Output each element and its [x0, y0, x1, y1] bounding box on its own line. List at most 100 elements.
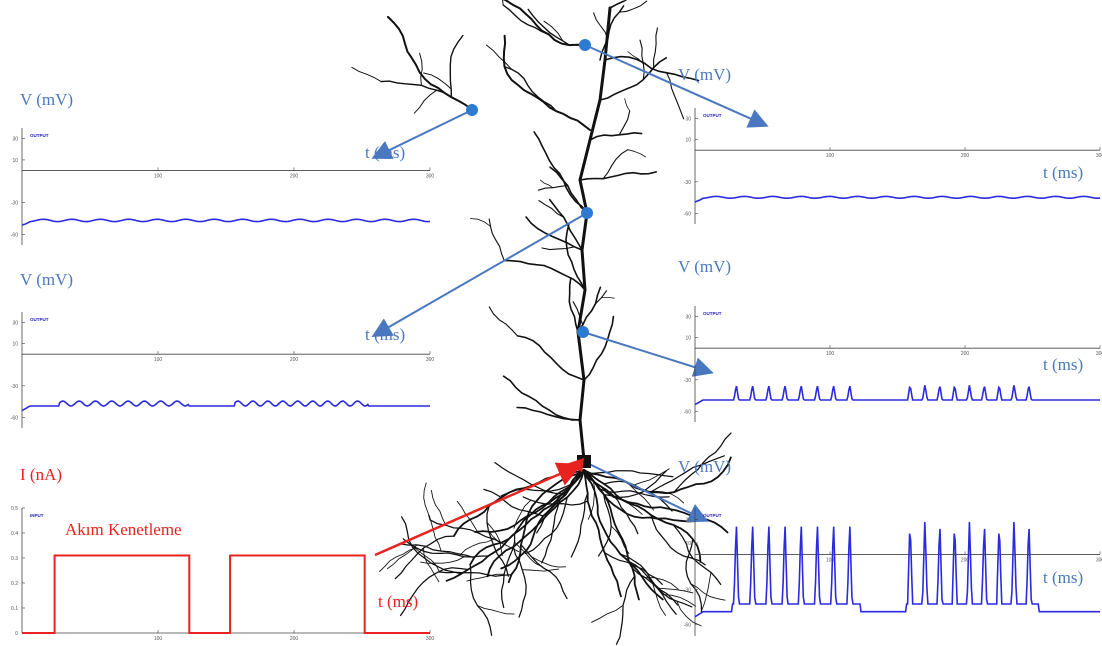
y-tick-label: 30	[685, 518, 691, 524]
x-tick-label: 300	[426, 357, 435, 363]
trace	[695, 522, 1100, 617]
neurite	[526, 217, 582, 250]
y-tick-label: 30	[685, 117, 691, 123]
arrow	[375, 213, 587, 335]
y-tick-label: 0.5	[11, 506, 18, 512]
neurite	[651, 515, 705, 565]
neurite	[691, 584, 725, 600]
neurite	[429, 515, 441, 551]
y-label: V (mV)	[678, 257, 731, 276]
x-label: t (ms)	[1043, 568, 1083, 587]
y-tick-label: -60	[684, 211, 691, 217]
y-tick-label: -30	[11, 200, 18, 206]
neurite	[584, 470, 700, 562]
x-tick-label: 100	[154, 174, 163, 180]
neurite	[625, 99, 630, 111]
neurite	[522, 569, 559, 571]
panel-tag: OUTPUT	[703, 311, 722, 316]
neurite	[414, 90, 437, 113]
x-label: t (ms)	[1043, 163, 1083, 182]
site	[581, 207, 593, 219]
x-tick-label: 100	[154, 357, 163, 363]
neurite	[610, 0, 660, 8]
y-tick-label: -30	[684, 587, 691, 593]
neurite	[569, 278, 578, 332]
neurite	[538, 186, 567, 191]
neurite	[600, 58, 666, 100]
neurite	[489, 219, 504, 260]
x-tick-label: 300	[1096, 558, 1102, 564]
y-tick-label: 0.3	[11, 556, 18, 562]
x-label: t (ms)	[378, 592, 418, 611]
x-tick-label: 200	[290, 636, 299, 642]
panel-tag: OUTPUT	[703, 513, 722, 518]
site	[466, 104, 478, 116]
annotation: Akım Kenetleme	[65, 520, 182, 539]
neurite	[640, 40, 644, 79]
neurite	[403, 539, 488, 557]
x-tick-label: 100	[154, 636, 163, 642]
x-tick-label: 100	[826, 351, 835, 357]
neurite	[504, 376, 580, 420]
y-tick-label: 10	[685, 138, 691, 144]
y-tick-label: 0.1	[11, 606, 18, 612]
neurite	[619, 111, 630, 135]
x-tick-label: 300	[426, 174, 435, 180]
panel-tag: OUTPUT	[30, 317, 49, 322]
x-tick-label: 300	[1096, 351, 1102, 357]
panel-tag: OUTPUT	[30, 133, 49, 138]
trace	[22, 401, 430, 411]
neurite	[420, 53, 423, 85]
y-tick-label: 0.4	[11, 531, 18, 537]
neurite	[504, 36, 590, 130]
y-tick-label: 0	[15, 631, 18, 637]
panel: I (nA)t (ms)Akım KenetlemeINPUT0.50.40.3…	[11, 465, 434, 642]
neurite	[702, 572, 711, 610]
y-label: V (mV)	[678, 457, 731, 476]
panel: V (mV)t (ms)OUTPUT3010-30-60100200300	[11, 270, 435, 428]
figure: V (mV)t (ms)OUTPUT3010-30-60100200300V (…	[0, 0, 1102, 646]
y-tick-label: 10	[685, 336, 691, 342]
neurite	[504, 67, 556, 112]
panel: V (mV)t (ms)OUTPUT3010-30-60100200300	[678, 457, 1102, 636]
y-tick-label: 0.2	[11, 581, 18, 587]
site	[577, 326, 589, 338]
neurite	[634, 469, 669, 485]
input-arrow	[375, 466, 578, 555]
neurite	[584, 470, 696, 522]
y-tick-label: -30	[11, 384, 18, 390]
site	[579, 39, 591, 51]
y-tick-label: 10	[12, 158, 18, 164]
y-label: V (mV)	[678, 65, 731, 84]
x-tick-label: 200	[290, 174, 299, 180]
neurite	[590, 133, 642, 140]
x-tick-label: 200	[961, 351, 970, 357]
neurite	[534, 132, 587, 213]
x-tick-label: 300	[426, 636, 435, 642]
neurite	[594, 13, 608, 39]
neurite	[602, 298, 615, 299]
y-label: V (mV)	[20, 90, 73, 109]
neurite	[628, 150, 646, 157]
recording-sites	[466, 39, 593, 338]
neurite	[502, 0, 503, 5]
neurite	[487, 45, 512, 69]
x-label: t (ms)	[365, 325, 405, 344]
neurite	[518, 336, 585, 380]
x-label: t (ms)	[365, 143, 405, 162]
neurite	[352, 67, 381, 81]
x-label: t (ms)	[1043, 355, 1083, 374]
y-tick-label: 30	[685, 315, 691, 321]
trace	[695, 196, 1100, 202]
neurite	[617, 576, 635, 644]
y-tick-label: 10	[12, 342, 18, 348]
y-label: I (nA)	[20, 465, 62, 484]
y-tick-label: -30	[684, 180, 691, 186]
x-tick-label: 100	[826, 153, 835, 159]
y-tick-label: 30	[12, 321, 18, 327]
y-tick-label: 30	[12, 137, 18, 143]
